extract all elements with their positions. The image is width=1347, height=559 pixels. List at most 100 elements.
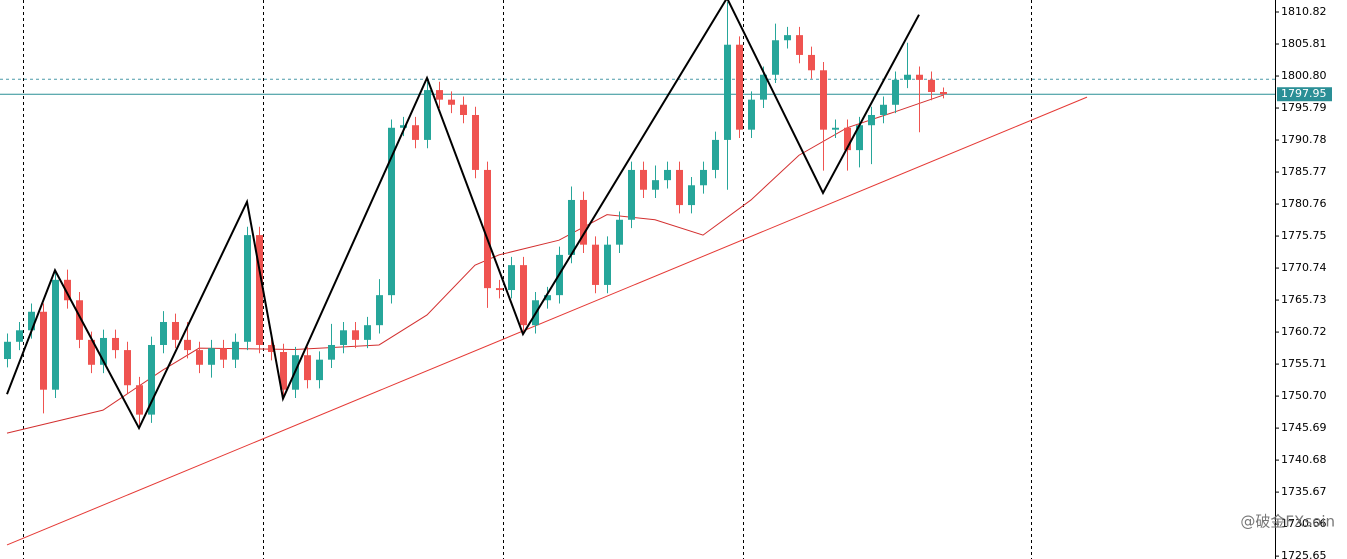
candle-body <box>652 180 659 190</box>
candle-body <box>616 219 623 245</box>
y-tick-label: 1790.78 <box>1281 133 1327 146</box>
y-tick-label: 1805.81 <box>1281 37 1327 50</box>
candle-body <box>88 339 95 365</box>
candle-body <box>52 279 59 390</box>
y-tick-label: 1760.72 <box>1281 325 1327 338</box>
plot-area <box>0 0 1275 546</box>
candle-body <box>316 359 323 381</box>
candle-body <box>916 74 923 80</box>
candle-body <box>388 127 395 296</box>
candle-body <box>844 127 851 151</box>
candle-body <box>940 91 947 95</box>
candle-body <box>196 350 203 365</box>
candle-body <box>460 104 467 115</box>
candle-body <box>784 35 791 41</box>
candle-body <box>364 325 371 340</box>
candle-body <box>280 352 287 390</box>
y-tick-label: 1785.77 <box>1281 165 1327 178</box>
candle-body <box>580 199 587 245</box>
candle-body <box>760 74 767 100</box>
watermark: @破金FXsoin <box>1240 513 1335 531</box>
candle-body <box>568 199 575 255</box>
candle-body <box>400 125 407 128</box>
zigzag <box>6 0 920 431</box>
y-tick-label: 1770.74 <box>1281 261 1327 274</box>
y-tick-label: 1765.73 <box>1281 293 1327 306</box>
candle-body <box>328 344 335 360</box>
candle-body <box>4 341 11 360</box>
candle-body <box>856 125 863 151</box>
candle-body <box>40 311 47 390</box>
candle-body <box>904 74 911 80</box>
candle-body <box>484 169 491 289</box>
candle-body <box>748 99 755 130</box>
candle-body <box>436 90 443 100</box>
candle-body <box>64 279 71 301</box>
candle-body <box>256 235 263 345</box>
candle-body <box>736 44 743 130</box>
candle-body <box>640 169 647 190</box>
candle-body <box>820 70 827 130</box>
y-tick-label: 1755.71 <box>1281 357 1327 370</box>
candle-body <box>724 44 731 140</box>
candle-body <box>628 169 635 220</box>
y-tick-label: 1740.68 <box>1281 453 1327 466</box>
candle-body <box>592 244 599 285</box>
candle-body <box>16 330 23 342</box>
candle-body <box>712 139 719 170</box>
candle-body <box>244 235 251 342</box>
moving-average <box>6 94 944 434</box>
candle-body <box>172 321 179 340</box>
y-tick-label: 1725.65 <box>1281 549 1327 559</box>
y-tick-label: 1795.79 <box>1281 101 1327 114</box>
candle-body <box>808 54 815 71</box>
candle-body <box>160 321 167 345</box>
candle-body <box>184 339 191 351</box>
candle-body <box>880 104 887 115</box>
candle-body <box>220 348 227 360</box>
candle-body <box>772 40 779 75</box>
trendline <box>6 96 1088 546</box>
candle-body <box>376 295 383 326</box>
candle-body <box>268 344 275 353</box>
candle-body <box>604 244 611 285</box>
candle-body <box>100 337 107 365</box>
candle-body <box>124 350 131 386</box>
candle-body <box>796 35 803 55</box>
last-price-label: 1797.95 <box>1281 87 1327 100</box>
candle-body <box>868 114 875 126</box>
candle-body <box>544 295 551 301</box>
candle-body <box>340 330 347 345</box>
candle-body <box>832 127 839 130</box>
y-tick-label: 1780.76 <box>1281 197 1327 210</box>
candle-body <box>304 355 311 381</box>
candle-body <box>112 337 119 351</box>
candle-body <box>448 99 455 105</box>
y-tick-label: 1775.75 <box>1281 229 1327 242</box>
y-tick-label: 1745.69 <box>1281 421 1327 434</box>
candle-body <box>232 341 239 360</box>
candle-body <box>208 348 215 365</box>
candle-body <box>892 79 899 105</box>
price-axis: 1810.82 1805.81 1800.80 1795.79 1790.78 1785.… <box>1275 5 1332 559</box>
candle-body <box>664 169 671 181</box>
candle-body <box>928 79 935 92</box>
y-tick-label: 1810.82 <box>1281 5 1327 18</box>
candle-body <box>28 311 35 331</box>
last-price-box <box>1277 87 1332 102</box>
candle-body <box>412 125 419 140</box>
y-tick-label: 1735.67 <box>1281 485 1327 498</box>
candle-body <box>136 385 143 415</box>
candle-body <box>472 114 479 170</box>
candle-body <box>676 169 683 206</box>
candle-body <box>76 300 83 340</box>
candle-body <box>508 265 515 291</box>
y-tick-label: 1800.80 <box>1281 69 1327 82</box>
candle-body <box>496 288 503 291</box>
candle-body <box>700 169 707 186</box>
y-tick-label: 1730.66 <box>1281 517 1327 530</box>
candle-body <box>688 185 695 206</box>
candle-body <box>424 90 431 140</box>
